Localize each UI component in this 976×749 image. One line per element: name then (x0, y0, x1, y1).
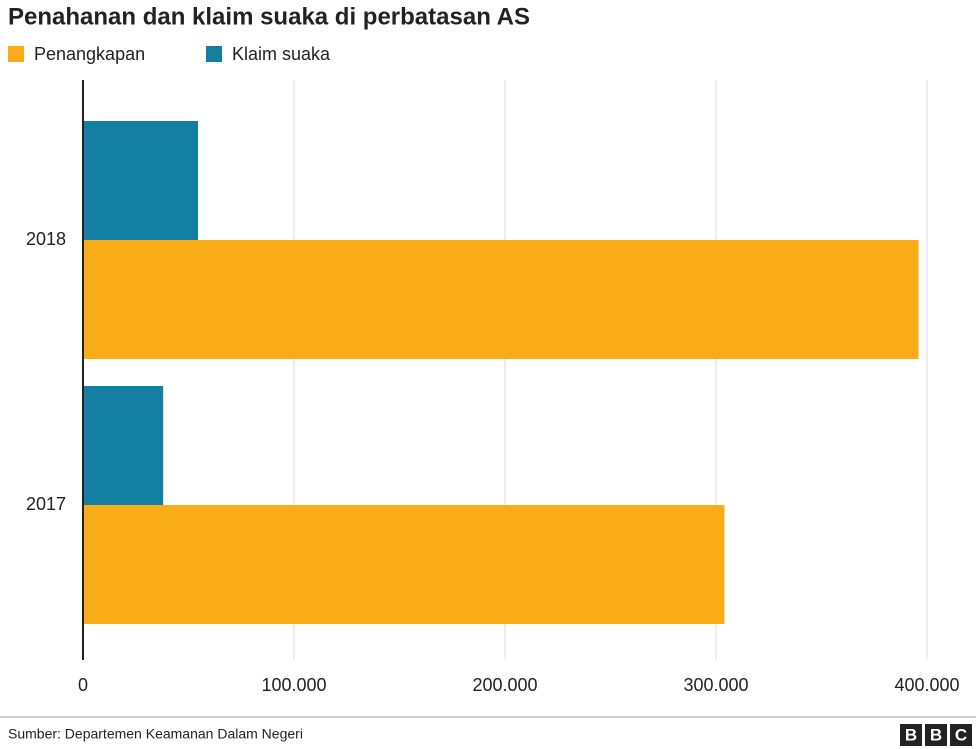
x-tick-label: 400.000 (894, 675, 959, 695)
y-tick-label: 2018 (26, 229, 66, 249)
source: Sumber: Departemen Keamanan Dalam Negeri (8, 726, 303, 742)
legend-swatch (206, 46, 222, 62)
logo-box (925, 724, 947, 746)
bar (83, 386, 164, 505)
legend-label: Klaim suaka (232, 44, 331, 64)
x-tick-label: 200.000 (472, 675, 537, 695)
chart-title: Penahanan dan klaim suaka di perbatasan … (8, 3, 530, 30)
bar (83, 505, 725, 624)
logo-box (900, 724, 922, 746)
logo-letter: C (955, 725, 967, 744)
y-tick-label: 2017 (26, 494, 66, 514)
logo-letter: B (905, 725, 917, 744)
x-tick-label: 0 (78, 675, 88, 695)
x-tick-label: 300.000 (683, 675, 748, 695)
bar (83, 121, 198, 240)
logo-box (950, 724, 972, 746)
legend-label: Penangkapan (34, 44, 145, 64)
legend-swatch (8, 46, 24, 62)
bar (83, 240, 919, 359)
x-tick-label: 100.000 (261, 675, 326, 695)
logo-letter: B (930, 725, 942, 744)
